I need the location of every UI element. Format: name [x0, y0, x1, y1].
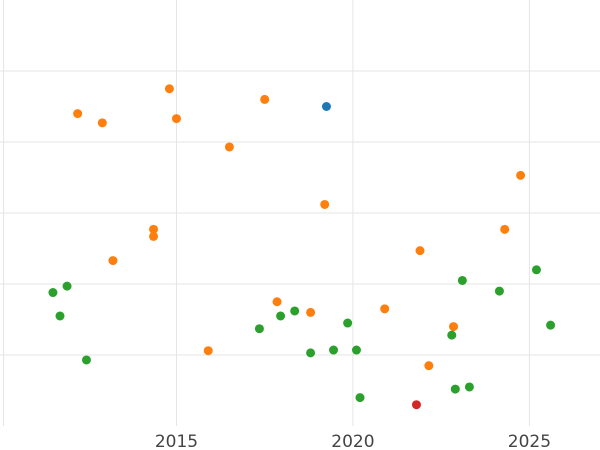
data-point [203, 346, 213, 356]
data-point [415, 246, 425, 256]
data-point [224, 142, 234, 152]
data-point [411, 400, 421, 410]
data-point [447, 330, 457, 340]
data-point [449, 322, 459, 332]
data-point [424, 361, 434, 371]
data-point [380, 304, 390, 314]
data-point [48, 288, 58, 298]
data-point [171, 114, 181, 124]
data-point [321, 102, 331, 111]
data-point [164, 84, 174, 94]
data-points [48, 84, 556, 410]
data-point [149, 231, 159, 241]
data-point [320, 199, 330, 209]
x-tick-label: 2020 [331, 432, 374, 450]
data-point [306, 348, 316, 358]
data-point [464, 382, 474, 392]
data-point [329, 345, 339, 355]
data-point [355, 393, 365, 403]
data-point [343, 318, 353, 328]
data-point [546, 320, 556, 330]
data-point [73, 109, 83, 119]
x-tick-label: 2025 [508, 432, 551, 450]
data-point [531, 265, 541, 275]
data-point [55, 311, 65, 321]
data-point [149, 224, 159, 234]
data-point [97, 118, 107, 128]
data-point [108, 256, 118, 266]
data-point [351, 345, 361, 355]
gridlines [0, 0, 600, 426]
x-axis-ticks: 2015 2020 2025 [155, 432, 551, 450]
data-point [81, 355, 91, 365]
data-point [450, 384, 460, 394]
data-point [272, 297, 282, 307]
data-point [290, 306, 300, 316]
x-tick-label: 2015 [155, 432, 198, 450]
data-point [494, 286, 504, 296]
data-point [306, 307, 316, 317]
data-point [500, 224, 510, 234]
data-point [516, 170, 526, 180]
data-point [260, 94, 270, 104]
data-point [457, 275, 467, 285]
data-point [254, 324, 264, 334]
data-point [276, 311, 286, 321]
data-point [62, 281, 72, 291]
